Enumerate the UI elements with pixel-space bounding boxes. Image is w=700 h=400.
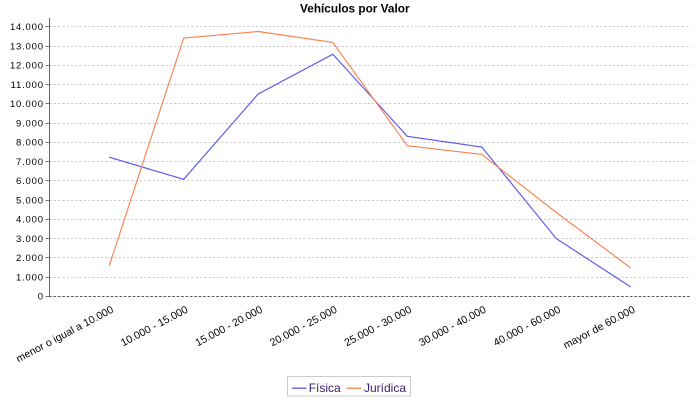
svg-text:7.000: 7.000 [16,157,44,168]
svg-text:Jurídica: Jurídica [364,381,406,395]
svg-text:9.000: 9.000 [16,118,44,129]
svg-text:5.000: 5.000 [16,195,44,206]
svg-text:3.000: 3.000 [16,234,44,245]
svg-text:10.000: 10.000 [10,99,44,110]
svg-text:6.000: 6.000 [16,176,44,187]
svg-text:12.000: 12.000 [10,61,44,72]
svg-text:14.000: 14.000 [10,22,44,33]
svg-text:Vehículos por Valor: Vehículos por Valor [300,1,410,15]
svg-text:4.000: 4.000 [16,215,44,226]
svg-text:1.000: 1.000 [16,272,44,283]
svg-text:Física: Física [309,381,341,395]
svg-text:11.000: 11.000 [11,80,44,91]
svg-text:2.000: 2.000 [16,253,44,264]
svg-text:8.000: 8.000 [16,138,44,149]
svg-text:13.000: 13.000 [10,41,44,52]
svg-text:0: 0 [38,292,44,303]
